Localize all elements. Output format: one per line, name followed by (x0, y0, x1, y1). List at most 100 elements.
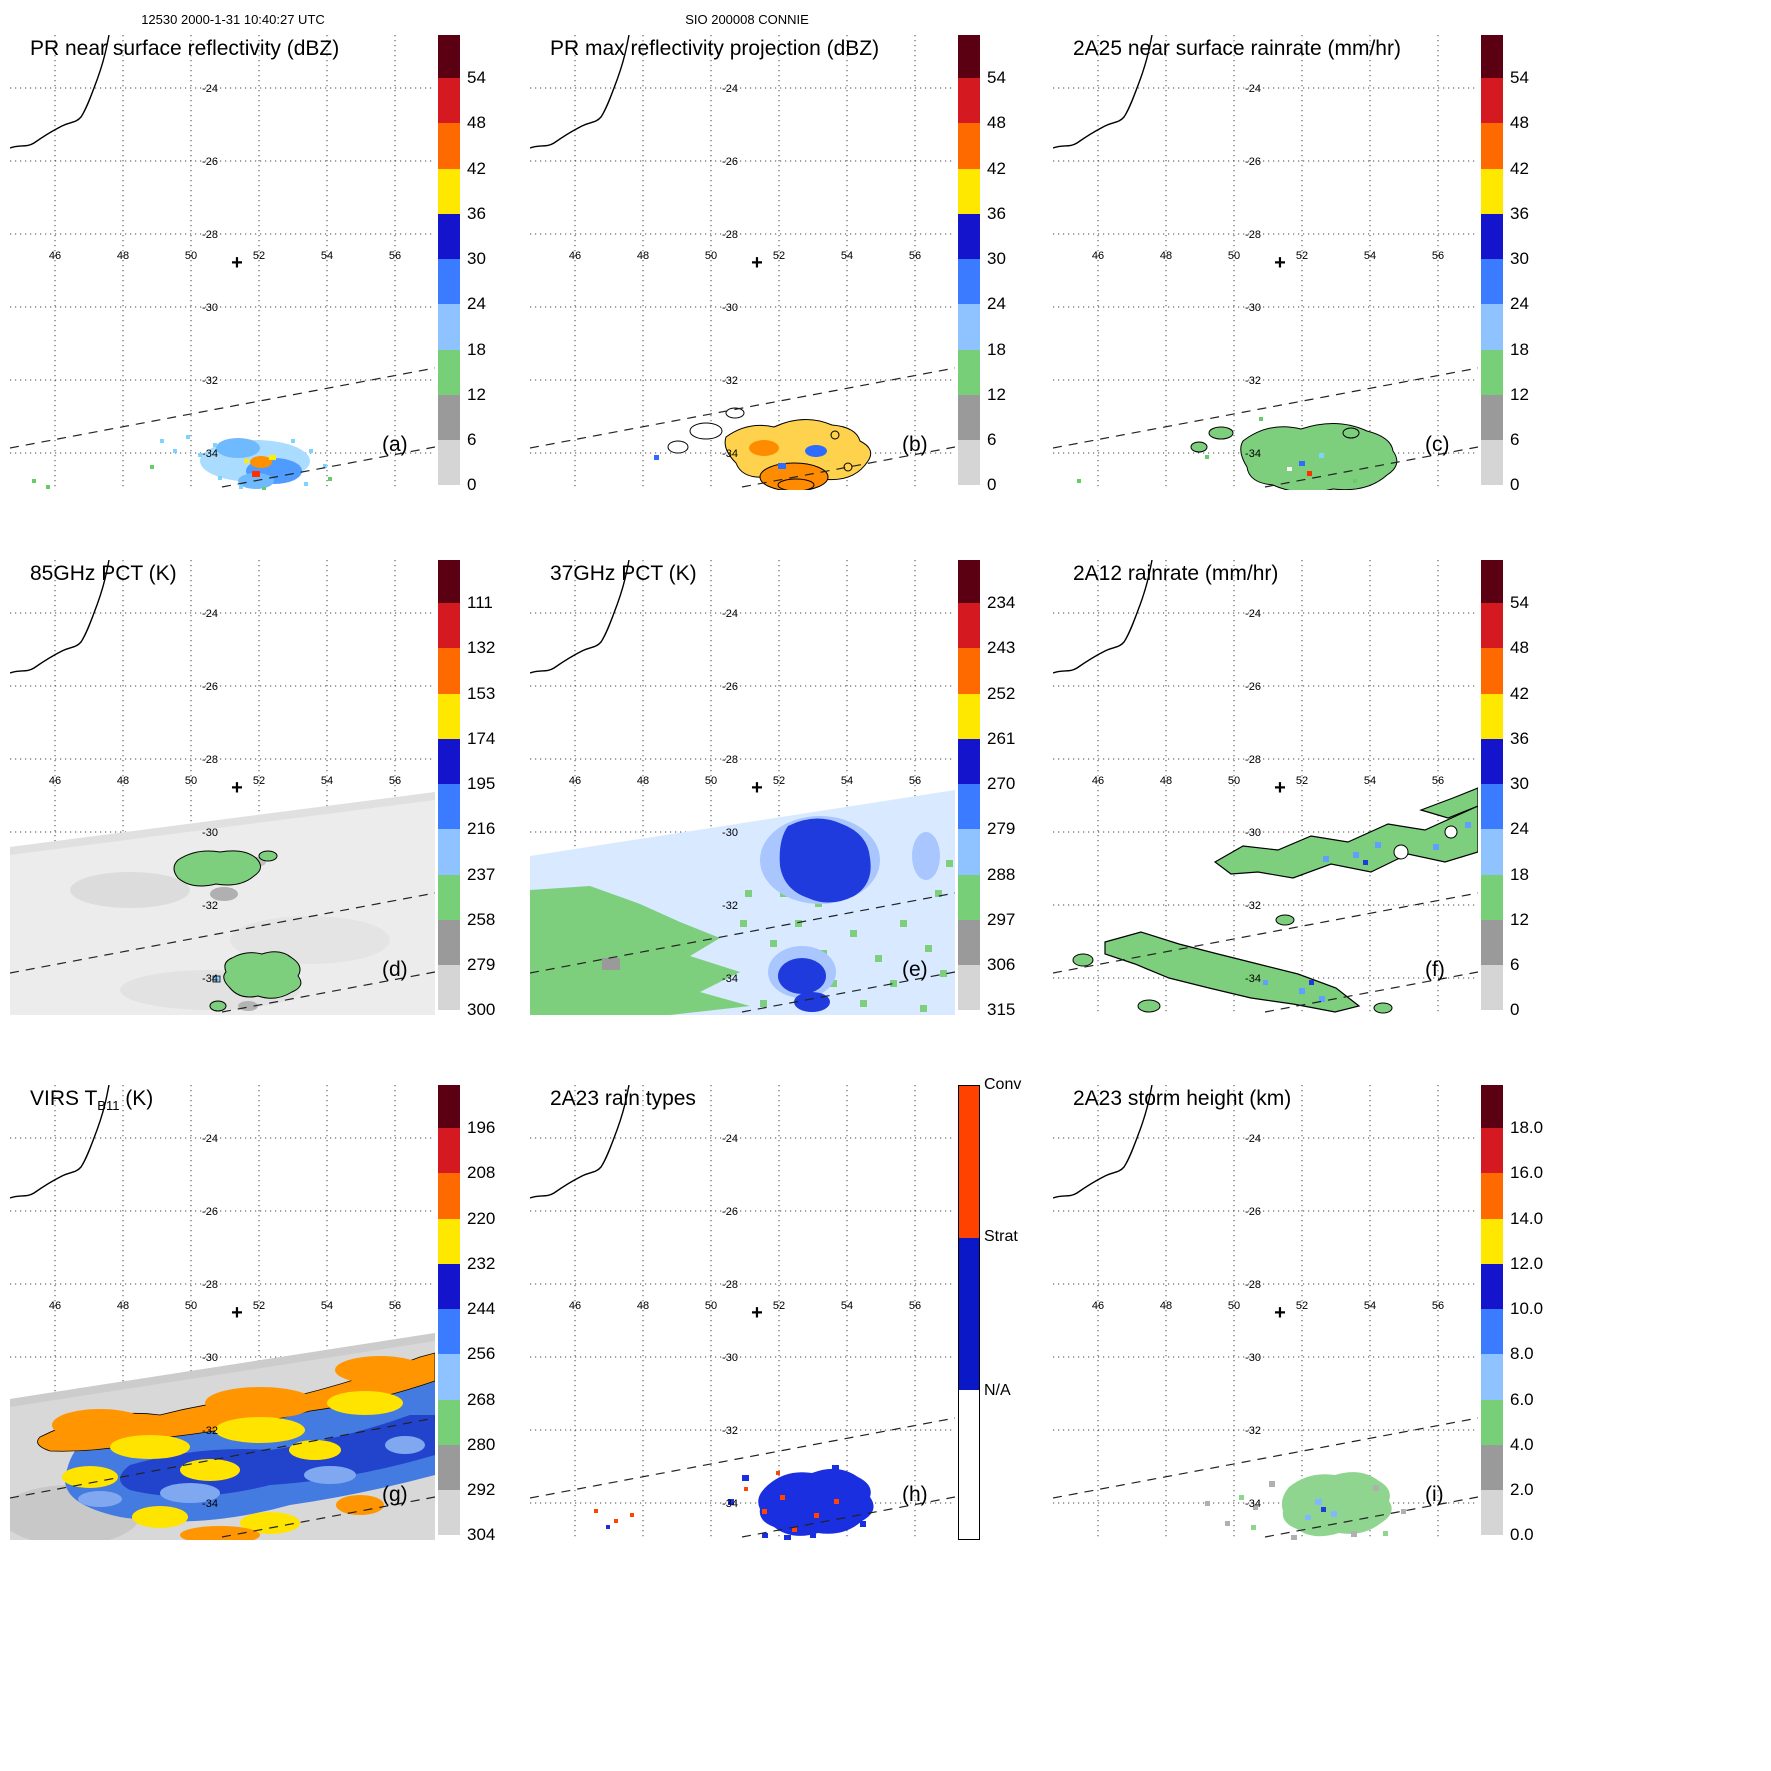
panel-title-b: PR max reflectivity projection (dBZ) (550, 37, 879, 61)
colorbar-tick-label: 54 (1510, 68, 1529, 88)
lat-tick-label: -26 (1245, 1206, 1261, 1218)
colorbar-tick-label: 6 (1510, 430, 1520, 450)
colorbar-tick-label: 234 (987, 593, 1016, 613)
colorbar-segment (958, 78, 980, 124)
lon-tick-label: 48 (117, 250, 129, 262)
lon-tick-label: 52 (773, 775, 785, 787)
colorbar-tick-label: 0 (467, 475, 477, 495)
storm-center-marker: + (231, 777, 243, 799)
colorbar-segment (958, 648, 980, 694)
lon-tick-label: 56 (909, 250, 921, 262)
lat-tick-label: -28 (1245, 754, 1261, 766)
colorbar-tick-label: 300 (467, 1000, 496, 1020)
colorbar-i (1481, 1085, 1503, 1540)
swath-edge-lines (9, 367, 436, 488)
lon-tick-label: 52 (1296, 775, 1308, 787)
colorbar-tick-label: 54 (987, 68, 1006, 88)
lon-tick-label: 56 (1432, 250, 1444, 262)
lat-tick-label: -26 (1245, 156, 1261, 168)
colorbar-segment (1481, 1010, 1503, 1015)
colorbar-tick-label: 2.0 (1510, 1480, 1534, 1500)
storm-center-marker: + (751, 1302, 763, 1324)
lon-tick-label: 48 (117, 1300, 129, 1312)
colorbar-segment (1481, 560, 1503, 604)
tmi-85ghz-swath (10, 792, 435, 1015)
swath-edge-lines (9, 892, 436, 1013)
panel-title-a: PR near surface reflectivity (dBZ) (30, 37, 339, 61)
storm-center-marker: + (1274, 1302, 1286, 1324)
lon-tick-label: 52 (773, 1300, 785, 1312)
swath-edge-lines (1052, 367, 1479, 488)
colorbar-tick-label: 153 (467, 683, 496, 703)
colorbar-segment (438, 1085, 460, 1129)
colorbar-segment (438, 965, 460, 1011)
lon-tick-label: 46 (1092, 775, 1104, 787)
colorbar-d (438, 560, 460, 1015)
panel-letter-a: (a) (382, 433, 408, 456)
colorbar-tick-label: 12 (1510, 909, 1529, 929)
colorbar-tick-label: 196 (467, 1118, 496, 1138)
lat-tick-label: -24 (722, 608, 738, 620)
colorbar-segment (438, 35, 460, 79)
colorbar-segment (438, 648, 460, 694)
colorbar-tick-label: 208 (467, 1163, 496, 1183)
colorbar-tick-label: 36 (467, 203, 486, 223)
colorbar-segment (438, 738, 460, 785)
panel-h: 46 48 50 52 54 56 -24 -26 -28 -30 -32 -34 + (529, 1084, 956, 1540)
panel-letter-d: (d) (382, 958, 408, 981)
colorbar-tick-label: 216 (467, 819, 496, 839)
lat-tick-label: -34 (722, 973, 738, 985)
lon-tick-label: 52 (773, 250, 785, 262)
lon-tick-label: 54 (841, 250, 853, 262)
colorbar-segment (1481, 485, 1503, 490)
colorbar-category-label: Strat (984, 1228, 1018, 1246)
map-canvas-a: 46 48 50 52 54 56 -24 -26 -28 -30 -32 -34 + (9, 34, 436, 491)
colorbar-tick-label: 304 (467, 1525, 496, 1545)
panel-title-f: 2A12 rainrate (mm/hr) (1073, 562, 1278, 586)
lon-tick-label: 54 (321, 250, 333, 262)
coastline (529, 34, 630, 149)
colorbar-segment (1481, 919, 1503, 966)
colorbar-segment (1481, 123, 1503, 169)
lon-tick-label: 48 (1160, 1300, 1172, 1312)
colorbar-segment (1481, 829, 1503, 875)
colorbar-tick-label: 0 (987, 475, 997, 495)
colorbar-segment (438, 603, 460, 649)
storm-center-marker: + (1274, 252, 1286, 274)
lat-tick-label: -30 (722, 827, 738, 839)
panel-letter-c: (c) (1425, 433, 1450, 456)
map-canvas-h: 46 48 50 52 54 56 -24 -26 -28 -30 -32 -34 + (529, 1084, 956, 1540)
lat-tick-label: -30 (202, 1352, 218, 1364)
lon-tick-label: 52 (253, 775, 265, 787)
colorbar-tick-label: 261 (987, 728, 1016, 748)
lat-tick-label: -30 (1245, 302, 1261, 314)
lat-tick-label: -28 (722, 754, 738, 766)
colorbar-tick-label: 0 (1510, 1000, 1520, 1020)
storm-center-marker: + (751, 252, 763, 274)
lat-tick-label: -32 (202, 1425, 218, 1437)
colorbar-tick-label: 30 (1510, 774, 1529, 794)
swath-edge-lines (9, 1417, 436, 1538)
colorbar-tick-label: 243 (987, 638, 1016, 658)
colorbar-segment (958, 259, 980, 305)
panel-letter-e: (e) (902, 958, 928, 981)
lon-tick-label: 50 (705, 250, 717, 262)
echo-cluster-outlined (654, 407, 872, 492)
colorbar-tick-label: 16.0 (1510, 1163, 1544, 1183)
coastline (1052, 559, 1153, 674)
panel-title-text: 2A23 rain types (550, 1087, 696, 1110)
map-canvas-c: 46 48 50 52 54 56 -24 -26 -28 -30 -32 -34 + (1052, 34, 1479, 493)
tmi-rain-areas (1072, 787, 1479, 1014)
colorbar-tick-label: 232 (467, 1253, 496, 1273)
colorbar-segment (438, 1309, 460, 1355)
colorbar-tick-label: 48 (987, 113, 1006, 133)
lon-tick-label: 46 (49, 1300, 61, 1312)
lat-tick-label: -26 (202, 1206, 218, 1218)
colorbar-segment (438, 784, 460, 830)
swath-edge-lines (529, 1417, 956, 1538)
tmi-37ghz-swath (530, 790, 955, 1015)
colorbar-h (958, 1085, 980, 1540)
colorbar-segment (958, 35, 980, 79)
colorbar-segment (438, 874, 460, 920)
colorbar-tick-label: 132 (467, 638, 496, 658)
